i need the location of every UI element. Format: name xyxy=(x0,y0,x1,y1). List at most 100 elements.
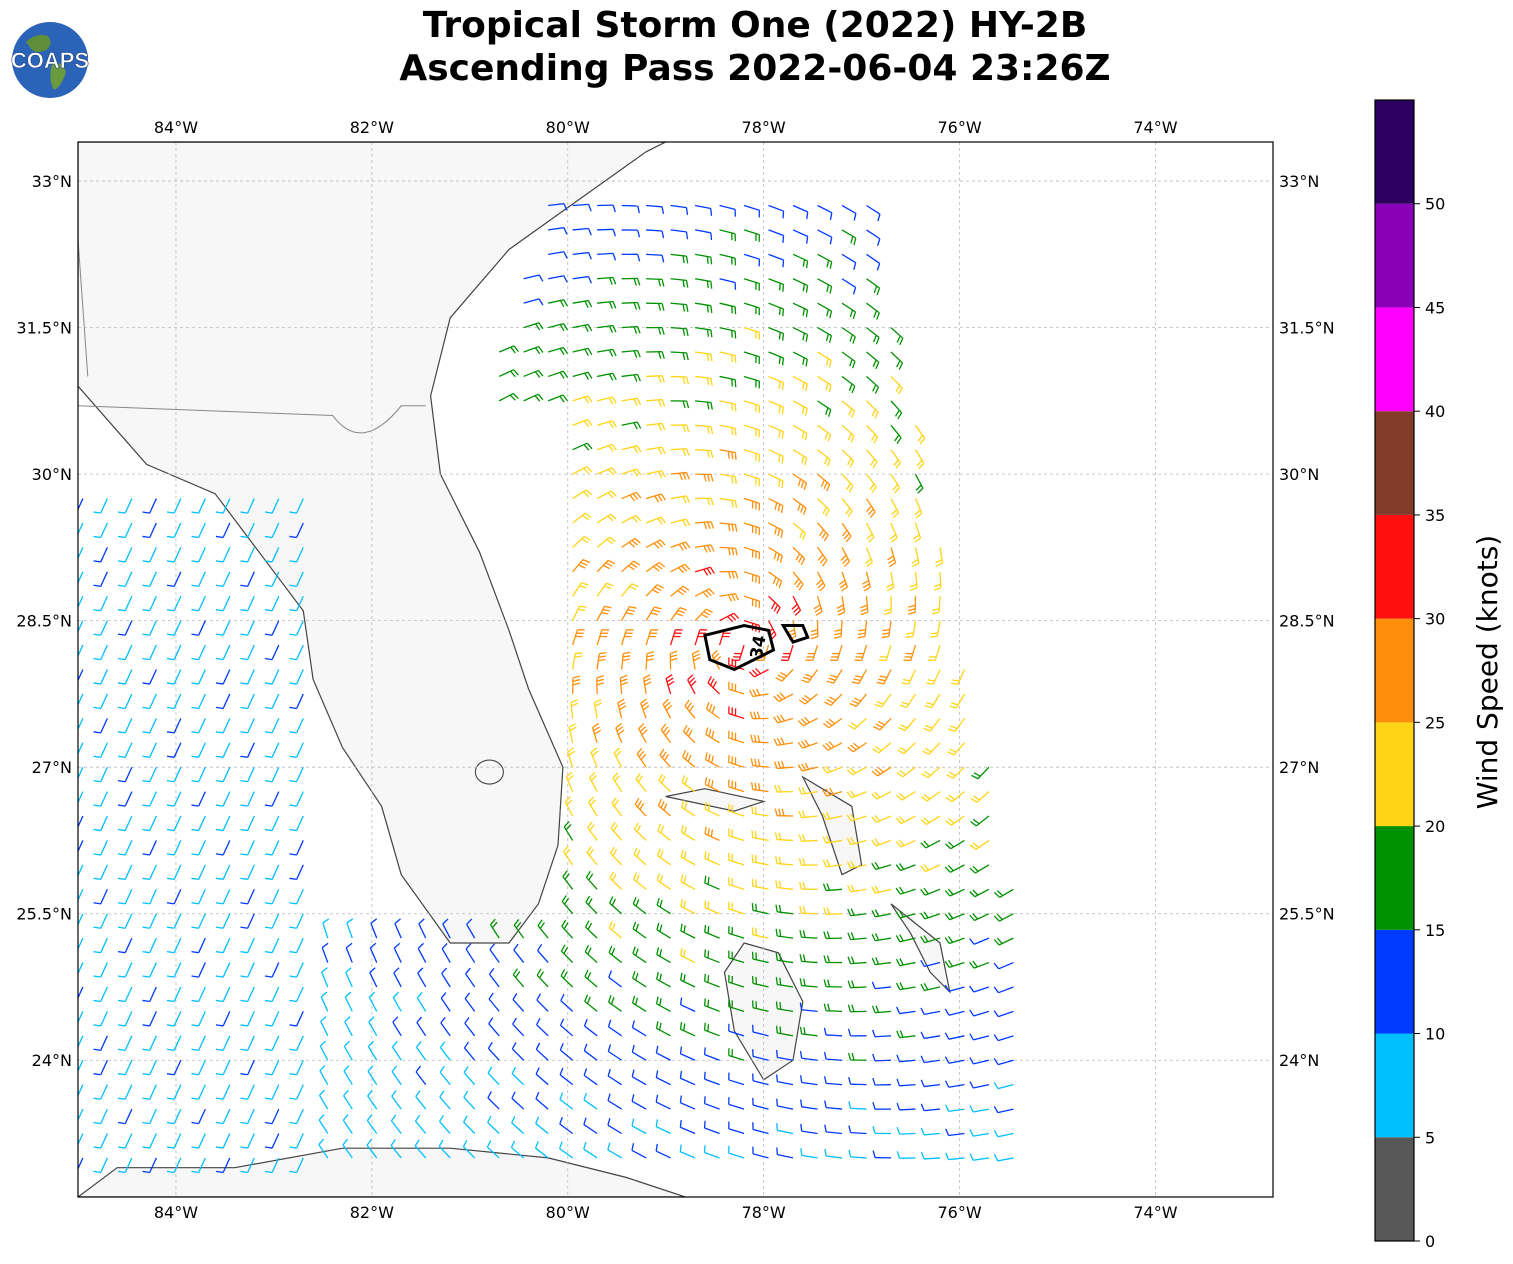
wind-barb xyxy=(680,874,696,890)
wind-barb xyxy=(621,349,641,358)
wind-barb xyxy=(393,942,402,963)
wind-barb xyxy=(944,864,965,873)
chart-title: Tropical Storm One (2022) HY-2B Ascendin… xyxy=(180,4,1330,90)
wind-barb xyxy=(142,498,157,514)
wind-barb xyxy=(264,1108,280,1125)
wind-barb xyxy=(719,449,737,460)
wind-barb xyxy=(93,815,108,832)
wind-barb xyxy=(993,1105,1014,1114)
wind-barb xyxy=(289,962,304,978)
lon-label-top-4: 76°W xyxy=(937,118,981,137)
wind-barb xyxy=(768,351,785,366)
wind-barb xyxy=(289,791,304,807)
wind-barb xyxy=(166,815,182,832)
lon-label-top-1: 82°W xyxy=(350,118,394,137)
wind-barb xyxy=(166,986,182,1003)
wind-barb xyxy=(597,204,616,213)
wind-barb xyxy=(874,693,892,708)
wind-barb xyxy=(142,986,157,1003)
wind-barb xyxy=(920,911,941,920)
wind-barb xyxy=(670,495,691,504)
wind-barb xyxy=(215,669,231,685)
wind-barb xyxy=(728,730,745,744)
wind-barb xyxy=(117,522,133,539)
wind-barb xyxy=(586,846,598,866)
wind-barb xyxy=(511,1116,525,1134)
wind-barb xyxy=(78,864,84,878)
wind-barb xyxy=(901,669,917,685)
wind-barb xyxy=(752,1122,769,1135)
wind-barb xyxy=(694,629,708,646)
wind-barb xyxy=(392,991,402,1012)
wind-barb xyxy=(264,1133,280,1149)
wind-barb xyxy=(93,1035,108,1052)
wind-barb xyxy=(732,644,745,662)
wind-barb xyxy=(78,571,84,585)
wind-barb xyxy=(572,347,593,356)
wind-barb xyxy=(657,823,672,841)
wind-barb xyxy=(93,498,108,514)
wind-barb xyxy=(537,944,549,963)
wind-barb xyxy=(871,791,892,800)
wind-barb xyxy=(851,669,868,685)
title-line-1: Tropical Storm One (2022) HY-2B xyxy=(422,5,1088,46)
wind-barb xyxy=(719,204,736,217)
wind-barb xyxy=(896,1054,916,1063)
wind-barb xyxy=(752,1146,769,1159)
wind-barb xyxy=(621,229,641,238)
wind-barb xyxy=(695,449,714,458)
wind-barb xyxy=(289,840,304,856)
wind-barb xyxy=(871,1029,892,1038)
wind-barb xyxy=(841,424,855,443)
wind-barb xyxy=(631,1020,647,1037)
wind-barb xyxy=(703,1071,720,1086)
wind-barb xyxy=(78,522,84,536)
colorbar-bin-1 xyxy=(1375,1033,1414,1138)
wind-barb xyxy=(659,748,672,768)
wind-barb xyxy=(719,546,738,556)
lon-label-bottom-5: 74°W xyxy=(1133,1203,1177,1222)
wind-barb xyxy=(792,498,807,515)
wind-barb xyxy=(670,400,690,409)
wind-barb xyxy=(670,448,690,457)
wind-barb xyxy=(728,999,745,1013)
wind-barb xyxy=(846,860,867,869)
wind-barb xyxy=(117,962,133,978)
wind-barb xyxy=(142,962,157,978)
wind-barb xyxy=(752,1097,769,1110)
wind-barb xyxy=(792,302,809,318)
wind-barb xyxy=(695,351,713,362)
wind-barb xyxy=(440,992,451,1012)
wind-barb xyxy=(774,832,794,842)
wind-barb xyxy=(240,815,255,832)
wind-barb xyxy=(572,371,593,380)
wind-barb xyxy=(896,1126,916,1135)
wind-barb xyxy=(191,547,206,563)
wind-barb xyxy=(240,571,255,588)
wind-barb xyxy=(993,1058,1014,1066)
wind-barb xyxy=(440,1016,451,1037)
wind-barb xyxy=(583,1142,598,1159)
wind-barb xyxy=(969,937,990,945)
wind-barb xyxy=(572,323,593,332)
wind-barb xyxy=(800,1099,818,1110)
wind-barb xyxy=(680,923,696,939)
wind-barb xyxy=(548,251,568,259)
wind-barb xyxy=(993,986,1014,994)
colorbar-bin-10 xyxy=(1375,100,1414,204)
wind-barb xyxy=(462,1139,476,1159)
wind-barb xyxy=(670,471,690,481)
wind-barb xyxy=(993,937,1014,946)
wind-barb xyxy=(656,848,671,866)
wind-barb xyxy=(822,717,843,729)
wind-barb xyxy=(694,608,713,622)
wind-barb xyxy=(240,1108,255,1125)
wind-barb xyxy=(191,620,206,636)
wind-barb xyxy=(166,1084,182,1100)
wind-barb xyxy=(369,942,378,963)
wind-barb xyxy=(597,324,617,333)
wind-barb xyxy=(849,693,868,707)
wind-barb xyxy=(871,909,892,918)
wind-barb xyxy=(560,944,574,964)
wind-barb xyxy=(719,278,737,290)
